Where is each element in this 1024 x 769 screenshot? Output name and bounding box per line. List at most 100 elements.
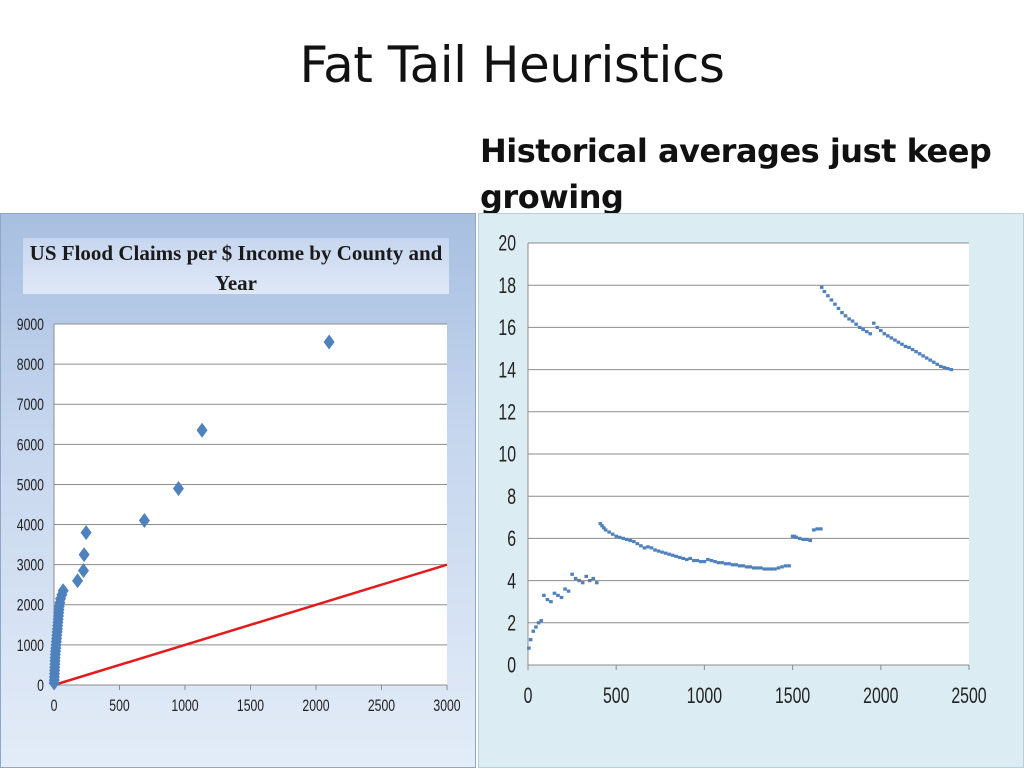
data-point — [594, 581, 599, 585]
x-tick-label: 1000 — [687, 685, 722, 709]
data-point — [903, 344, 908, 348]
x-tick-label: 3000 — [433, 697, 460, 715]
y-tick-label: 7000 — [17, 396, 44, 414]
data-point — [72, 573, 84, 589]
data-point — [692, 558, 696, 563]
x-tick-label: 0 — [524, 685, 533, 709]
data-point — [138, 513, 150, 529]
flood-claims-chart-panel: US Flood Claims per $ Income by County a… — [0, 213, 476, 768]
data-point — [607, 530, 611, 534]
y-tick-label: 6 — [507, 528, 516, 552]
slide-title: Fat Tail Heuristics — [299, 36, 725, 94]
data-point — [780, 565, 784, 569]
data-point — [773, 567, 777, 571]
data-point — [882, 332, 887, 336]
data-point — [584, 574, 589, 578]
data-point — [559, 595, 564, 600]
x-tick-label: 2500 — [368, 697, 395, 715]
data-point — [723, 562, 728, 566]
data-point — [797, 536, 802, 540]
data-point — [702, 560, 707, 564]
y-tick-label: 0 — [507, 654, 516, 678]
data-point — [674, 554, 678, 558]
data-point — [822, 289, 827, 294]
data-point — [783, 564, 788, 568]
data-point — [527, 646, 531, 650]
data-point — [921, 354, 925, 358]
data-point — [684, 557, 689, 562]
data-point — [653, 548, 657, 552]
x-tick-label: 1500 — [775, 685, 810, 709]
y-tick-label: 12 — [498, 401, 516, 425]
data-point — [766, 567, 770, 571]
x-tick-label: 2000 — [302, 697, 329, 715]
y-tick-label: 4000 — [17, 517, 44, 535]
data-point — [744, 565, 749, 569]
data-point — [621, 536, 626, 540]
data-point — [534, 625, 538, 629]
data-point — [688, 556, 693, 561]
data-point — [552, 591, 557, 595]
data-point — [667, 552, 671, 556]
data-point — [868, 332, 873, 336]
y-tick-label: 8 — [507, 486, 516, 510]
data-point — [935, 362, 940, 366]
data-point — [635, 542, 640, 546]
data-point — [642, 546, 647, 550]
data-point — [549, 600, 553, 604]
data-point — [670, 553, 675, 557]
data-point — [577, 579, 581, 583]
data-point — [794, 535, 798, 539]
data-point — [850, 319, 855, 323]
data-point — [600, 524, 604, 528]
data-point — [875, 325, 880, 329]
data-point — [847, 317, 851, 321]
data-point — [624, 537, 629, 542]
data-point — [695, 558, 700, 563]
data-point — [857, 325, 862, 329]
data-point — [826, 294, 830, 298]
data-point — [843, 314, 848, 318]
y-tick-label: 20 — [498, 232, 516, 256]
data-point — [580, 581, 585, 585]
x-tick-label: 1000 — [171, 697, 198, 715]
data-point — [720, 561, 724, 565]
data-point — [730, 563, 735, 567]
data-point — [713, 560, 717, 564]
historical-averages-scatter-chart: 0 2 4 6 8 10 12 14 16 18 20 0 500 1000 1500 2000 2500 — [498, 232, 986, 709]
data-point — [563, 587, 567, 591]
data-point — [536, 621, 541, 625]
data-point — [646, 545, 650, 549]
data-point — [573, 576, 578, 581]
data-point — [598, 522, 603, 526]
data-point — [886, 334, 890, 338]
data-point — [854, 322, 858, 326]
y-tick-label: 2 — [507, 612, 516, 636]
data-point — [587, 579, 592, 583]
data-point — [815, 527, 820, 531]
data-point — [893, 338, 897, 342]
data-point — [77, 563, 89, 579]
data-point — [942, 365, 947, 370]
data-point — [663, 551, 668, 555]
data-point — [542, 593, 546, 597]
data-point — [914, 350, 918, 354]
data-point — [566, 589, 571, 593]
data-point — [737, 564, 742, 568]
data-point — [602, 526, 606, 530]
data-point — [762, 567, 767, 571]
data-point — [681, 556, 686, 561]
historical-averages-chart-panel: 0 2 4 6 8 10 12 14 16 18 20 0 500 1000 1500 2000 2500 — [478, 213, 1024, 768]
data-point — [57, 583, 69, 599]
data-point — [910, 347, 915, 352]
data-point — [539, 619, 544, 623]
plot-area — [54, 324, 447, 685]
data-point — [734, 563, 738, 567]
slide-subtitle: Historical averages just keep growing — [480, 132, 992, 216]
y-tick-label: 1000 — [17, 637, 44, 655]
data-point — [80, 525, 92, 541]
data-point — [196, 422, 208, 438]
data-point — [917, 352, 922, 356]
data-point — [628, 538, 633, 543]
data-point — [833, 302, 837, 306]
